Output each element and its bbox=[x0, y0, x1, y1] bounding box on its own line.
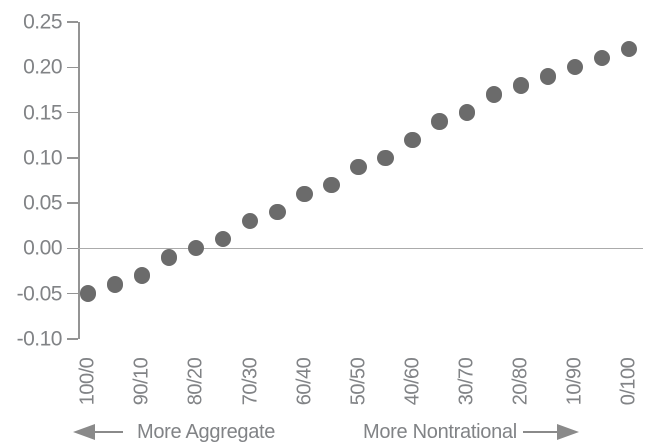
data-point bbox=[269, 203, 286, 221]
data-point bbox=[566, 59, 584, 76]
y-axis-tick-label: 0.05 bbox=[23, 191, 62, 215]
x-axis-tick-label-text: 0/100 bbox=[617, 357, 640, 405]
y-axis-tick-mark bbox=[67, 21, 78, 23]
data-point bbox=[485, 86, 502, 103]
data-point bbox=[350, 158, 367, 176]
x-axis-tick-label: 100/0 bbox=[58, 350, 118, 412]
data-point bbox=[133, 267, 151, 284]
x-axis-tick-label: 60/40 bbox=[274, 350, 334, 412]
data-point bbox=[404, 131, 421, 148]
x-axis-tick-label-text: 100/0 bbox=[76, 357, 99, 405]
data-point bbox=[539, 68, 557, 85]
x-axis-tick-label: 90/10 bbox=[112, 350, 172, 412]
x-axis-tick-label-text: 30/70 bbox=[455, 357, 478, 405]
y-axis-tick-label: -0.05 bbox=[16, 282, 63, 306]
data-point bbox=[215, 231, 232, 248]
data-point bbox=[620, 41, 638, 58]
y-axis-tick-mark bbox=[67, 202, 78, 204]
y-axis-tick-mark bbox=[67, 66, 78, 69]
zero-line bbox=[78, 248, 643, 250]
data-point bbox=[296, 185, 313, 203]
x-axis-tick-label: 0/100 bbox=[599, 350, 655, 412]
y-axis-tick-label: 0.15 bbox=[23, 101, 62, 125]
y-axis-tick-label: 0.25 bbox=[23, 10, 62, 34]
y-axis-tick-label: 0.10 bbox=[23, 146, 62, 170]
right-arrow-shaft bbox=[523, 431, 558, 433]
y-axis-tick-mark bbox=[67, 338, 78, 340]
x-axis-tick-label: 20/80 bbox=[491, 350, 551, 412]
y-axis-line bbox=[78, 22, 80, 339]
y-axis-tick-mark bbox=[67, 111, 78, 114]
y-axis-tick-label: -0.10 bbox=[16, 327, 63, 351]
x-axis-tick-label: 40/60 bbox=[383, 350, 443, 412]
y-axis-tick-mark bbox=[67, 247, 78, 250]
more-aggregate-label: More Aggregate bbox=[137, 421, 276, 443]
x-axis-tick-label-text: 80/20 bbox=[184, 357, 207, 405]
data-point bbox=[242, 212, 259, 230]
x-axis-tick-label: 50/50 bbox=[329, 350, 389, 412]
y-axis-tick-label: 0.20 bbox=[23, 55, 62, 79]
data-point bbox=[512, 77, 529, 94]
left-arrow-icon bbox=[73, 424, 95, 440]
data-point bbox=[377, 149, 394, 166]
x-axis-tick-label-text: 10/90 bbox=[563, 357, 586, 405]
x-axis-tick-label-text: 70/30 bbox=[238, 357, 261, 405]
x-axis-tick-label-text: 90/10 bbox=[130, 357, 153, 405]
x-axis-tick-label-text: 60/40 bbox=[292, 357, 315, 405]
data-point bbox=[431, 113, 448, 130]
x-axis-tick-label-text: 40/60 bbox=[401, 357, 424, 405]
data-point bbox=[160, 249, 178, 266]
left-arrow-shaft bbox=[94, 431, 123, 433]
data-point bbox=[79, 285, 97, 302]
right-arrow-icon bbox=[557, 424, 579, 440]
x-axis-tick-label: 80/20 bbox=[166, 350, 226, 412]
y-axis-tick-label: 0.00 bbox=[23, 236, 62, 260]
x-axis-tick-label-text: 20/80 bbox=[509, 357, 532, 405]
x-axis-tick-label: 30/70 bbox=[437, 350, 497, 412]
more-nontrational-label: More Nontrational bbox=[363, 421, 517, 443]
data-point bbox=[323, 176, 340, 194]
x-axis-tick-label-text: 50/50 bbox=[347, 357, 369, 405]
x-axis-tick-label: 10/90 bbox=[545, 350, 605, 412]
data-point bbox=[188, 240, 205, 257]
data-point bbox=[593, 50, 611, 67]
data-point bbox=[458, 104, 475, 121]
y-axis-tick-mark bbox=[67, 157, 78, 159]
x-axis-tick-label: 70/30 bbox=[220, 350, 280, 412]
data-point bbox=[106, 276, 124, 293]
y-axis-tick-mark bbox=[67, 292, 78, 295]
